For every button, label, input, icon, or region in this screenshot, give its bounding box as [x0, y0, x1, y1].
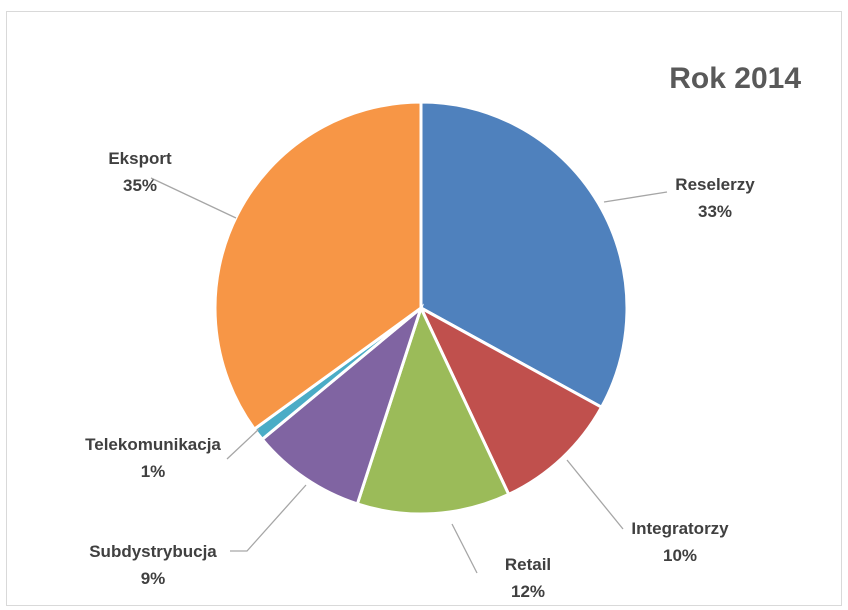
pie-slice-integratorzy	[417, 304, 604, 497]
chart-frame: Rok 2014 Reselerzy 33% Integratorzy 10% Reta…	[6, 11, 842, 606]
data-label-name-reselerzy: Reselerzy	[675, 175, 755, 194]
data-label-name-integratorzy: Integratorzy	[631, 519, 729, 538]
data-labels: Reselerzy 33% Integratorzy 10% Retail 12% Subd…	[85, 149, 755, 601]
data-label-value-retail: 12%	[511, 582, 545, 601]
pie-slice-subdystrybucja	[260, 303, 425, 506]
data-label-name-subdystrybucja: Subdystrybucja	[89, 542, 217, 561]
chart-title: Rok 2014	[669, 62, 801, 95]
pie-slice-reselerzy	[419, 100, 629, 410]
leader-line-retail	[451, 523, 478, 574]
pie-slices	[213, 100, 629, 516]
data-label-value-reselerzy: 33%	[698, 202, 732, 221]
pie-slice-retail	[355, 303, 511, 516]
data-label-value-telekomunikacja: 1%	[141, 462, 166, 481]
data-label-name-telekomunikacja: Telekomunikacja	[85, 435, 221, 454]
data-label-value-subdystrybucja: 9%	[141, 569, 166, 588]
leader-line-eksport	[150, 177, 237, 219]
data-label-name-eksport: Eksport	[108, 149, 172, 168]
leader-lines	[150, 177, 668, 574]
leader-line-reselerzy	[603, 191, 668, 203]
leader-line-integratorzy	[566, 459, 624, 530]
pie-slice-eksport	[213, 100, 423, 432]
leader-line-telekomunikacja	[226, 428, 260, 460]
data-label-name-retail: Retail	[505, 555, 551, 574]
data-label-value-eksport: 35%	[123, 176, 157, 195]
pie-chart: Rok 2014 Reselerzy 33% Integratorzy 10% Reta…	[85, 62, 801, 601]
data-label-value-integratorzy: 10%	[663, 546, 697, 565]
leader-line-subdystrybucja	[230, 484, 307, 552]
